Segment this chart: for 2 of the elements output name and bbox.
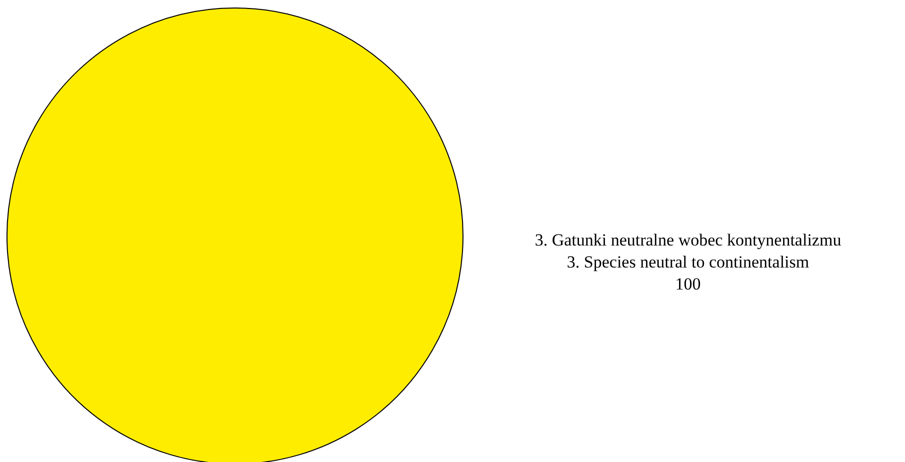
slice-label: 3. Gatunki neutralne wobec kontynentalizmu 3. Species neutral to continentalism (534, 230, 842, 272)
data-label: 100 (675, 274, 701, 294)
